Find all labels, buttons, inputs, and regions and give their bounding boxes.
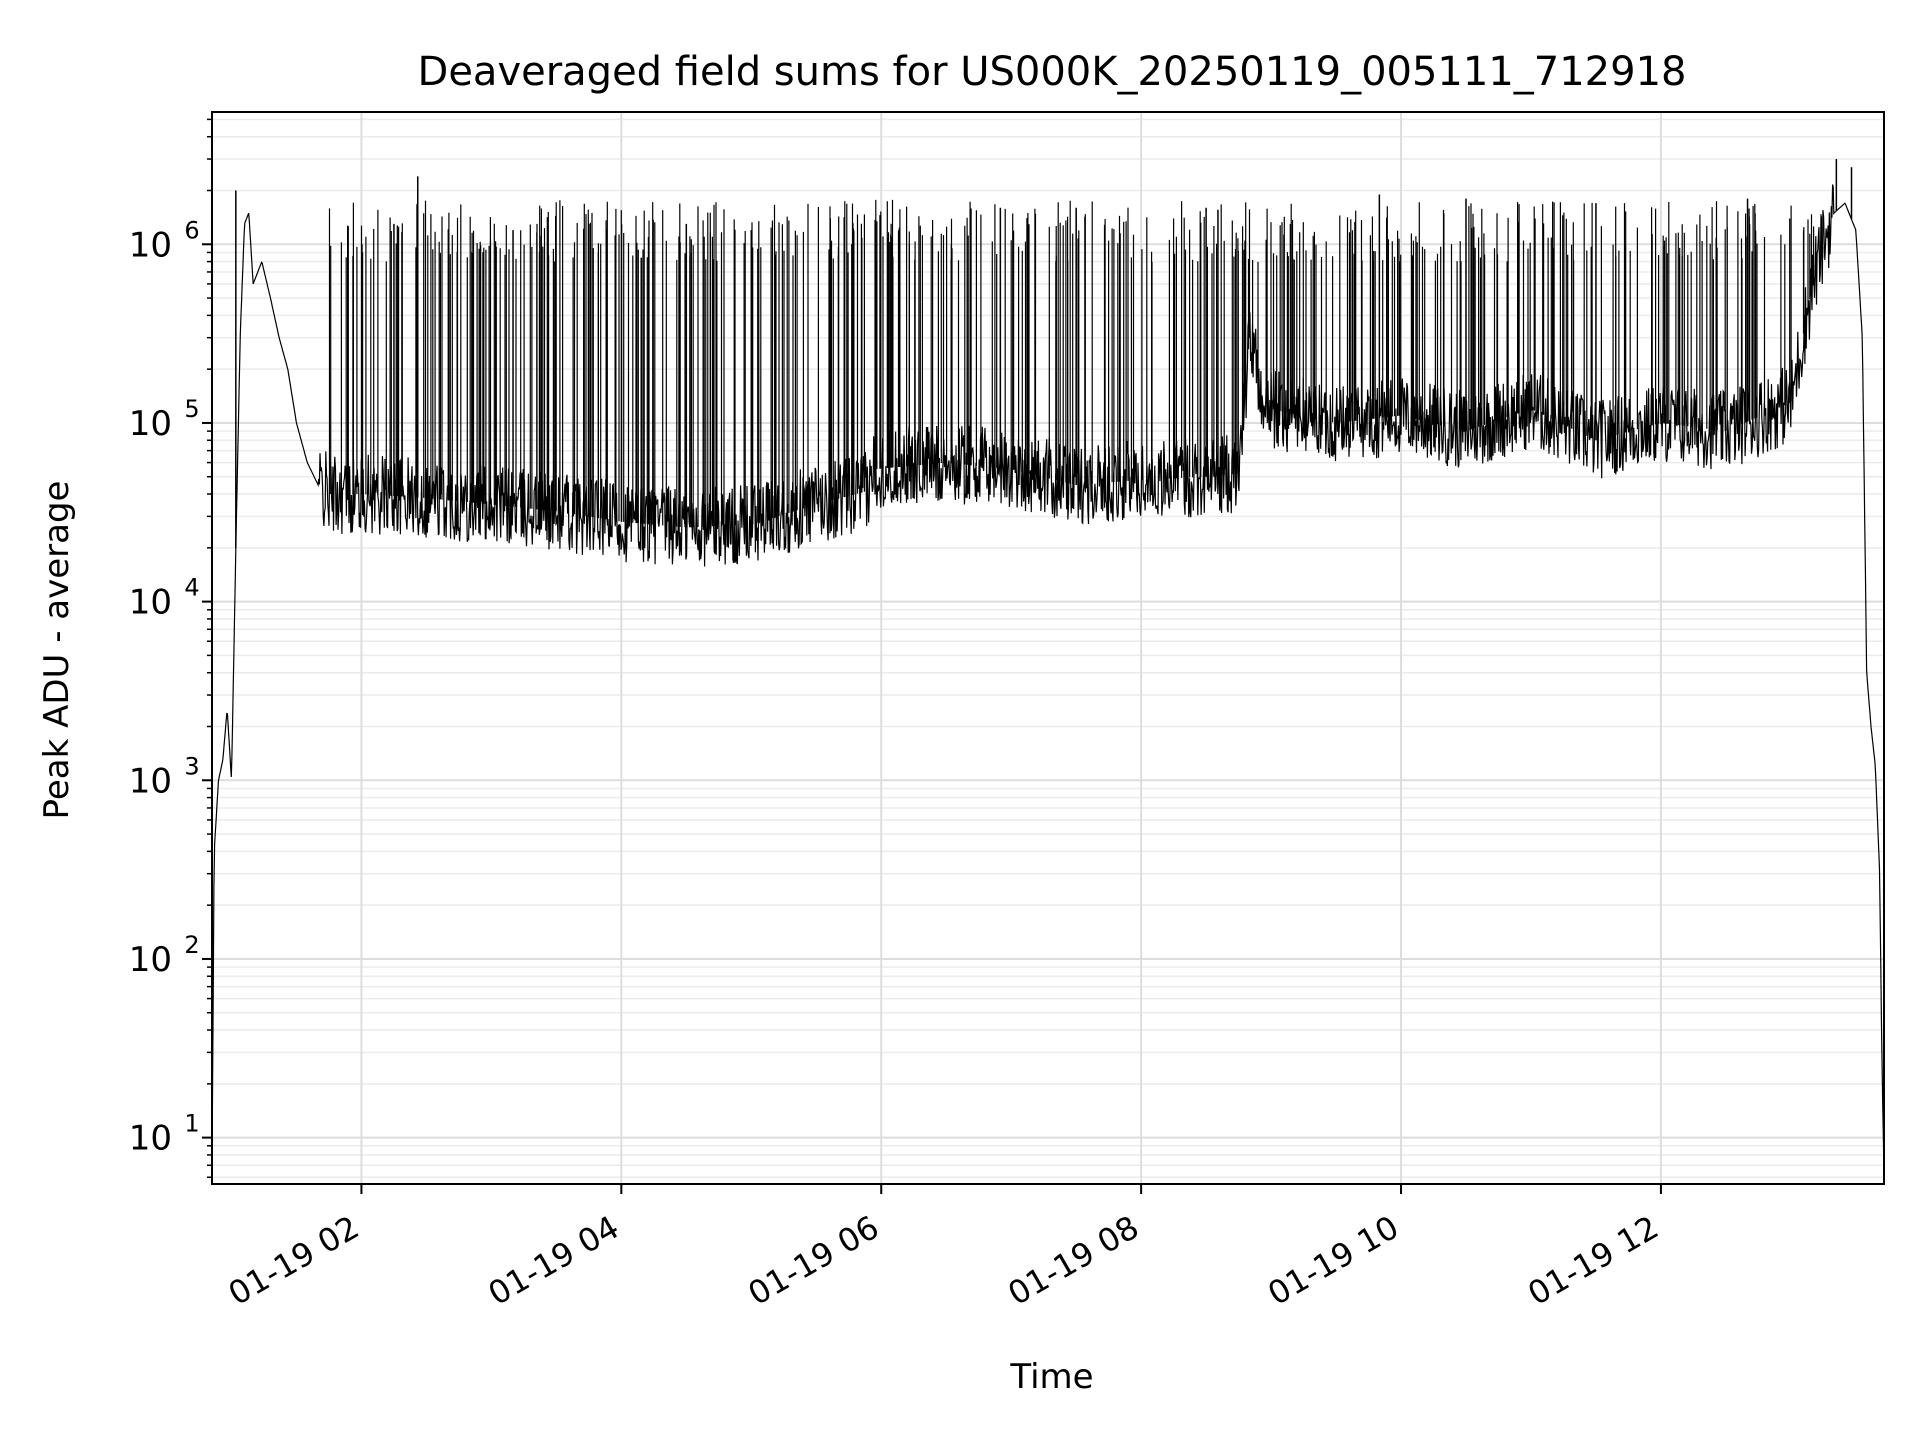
y-tick-label: 10 (129, 761, 172, 801)
y-tick-label: 10 (129, 225, 172, 265)
y-tick-label: 10 (129, 940, 172, 980)
y-tick-exponent: 6 (184, 216, 199, 244)
x-axis-label: Time (1009, 1357, 1093, 1397)
y-tick-exponent: 1 (184, 1110, 199, 1138)
spike-layer (235, 159, 1853, 548)
y-tick-label: 10 (129, 404, 172, 444)
y-tick-exponent: 2 (184, 931, 199, 959)
y-tick-exponent: 3 (184, 752, 199, 780)
chart-title: Deaveraged field sums for US000K_2025011… (418, 49, 1687, 95)
y-tick-exponent: 4 (184, 574, 199, 602)
y-axis-ticks: 10 1 10 2 10 3 10 4 10 5 10 6 (129, 118, 212, 1178)
y-tick-exponent: 5 (184, 395, 199, 423)
plot-frame (211, 111, 1885, 1185)
y-tick-label: 10 (129, 1119, 172, 1159)
y-tick-label: 10 (129, 583, 172, 623)
series-layer (211, 184, 1885, 1178)
y-axis-label: Peak ADU - average (37, 481, 77, 820)
series-line (211, 184, 1885, 1178)
